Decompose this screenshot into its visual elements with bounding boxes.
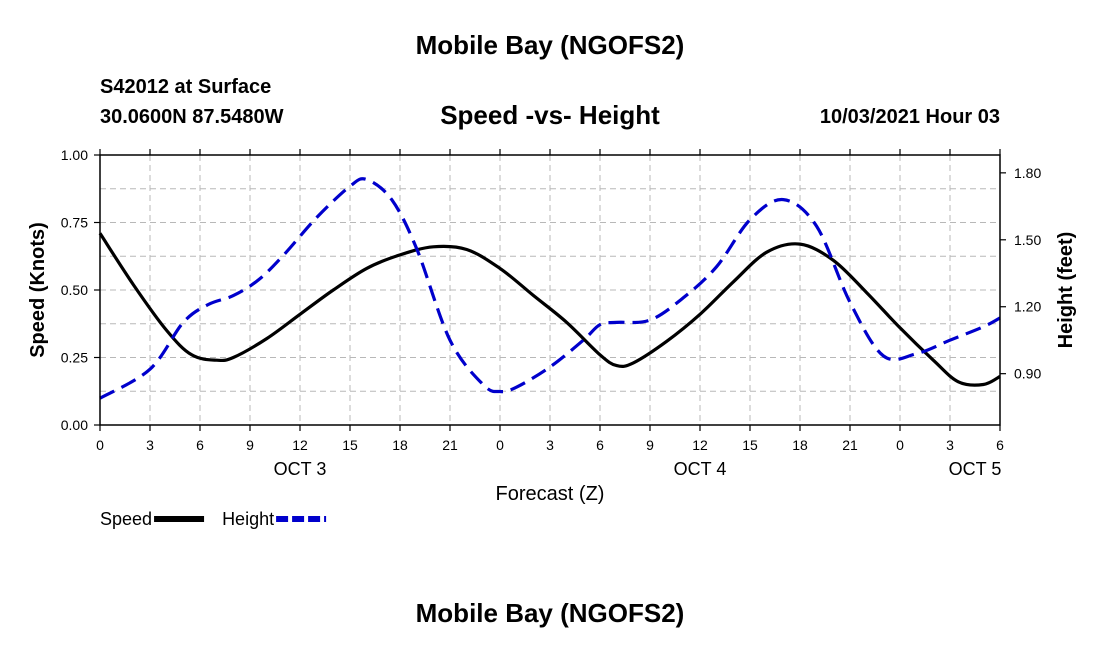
y-left-tick-label: 0.25 [61, 350, 88, 366]
series-line-speed [98, 232, 1001, 387]
x-tick-label: 12 [692, 437, 708, 453]
x-tick-label: 21 [442, 437, 458, 453]
legend-label-speed: Speed [100, 509, 152, 529]
x-tick-label: 9 [246, 437, 254, 453]
axis-ticks: 0 3 6 9 12 15 18 21 0 3 6 9 12 15 18 21 0 3 6 OCT 3 OCT 4 OCT… [61, 147, 1042, 479]
y-right-tick-label: 1.20 [1014, 299, 1041, 315]
x-tick-label: 18 [792, 437, 808, 453]
page-title: Mobile Bay (NGOFS2) [415, 30, 685, 60]
x-tick-label: 15 [742, 437, 758, 453]
day-label: OCT 4 [674, 459, 727, 479]
chart-title: Speed -vs- Height [440, 100, 660, 130]
y-left-tick-label: 0.00 [61, 417, 88, 433]
x-tick-label: 15 [342, 437, 358, 453]
x-tick-label: 0 [896, 437, 904, 453]
x-tick-label: 21 [842, 437, 858, 453]
x-tick-label: 12 [292, 437, 308, 453]
series-line-height [99, 177, 1001, 400]
x-tick-label: 3 [546, 437, 554, 453]
forecast-datetime: 10/03/2021 Hour 03 [819, 106, 1000, 128]
x-tick-label: 0 [96, 437, 104, 453]
x-tick-label: 9 [646, 437, 654, 453]
y-right-tick-label: 0.90 [1014, 366, 1041, 382]
y-right-tick-label: 1.50 [1014, 232, 1041, 248]
x-tick-label: 6 [996, 437, 1004, 453]
y-axis-left-title: Speed (Knots) [27, 222, 49, 358]
y-right-tick-label: 1.80 [1014, 165, 1041, 181]
y-left-tick-label: 0.75 [61, 215, 88, 231]
series-lines [98, 177, 1001, 400]
y-axis-right-title: Height (feet) [1055, 232, 1077, 349]
x-axis-title: Forecast (Z) [496, 483, 605, 505]
legend: Speed Height [100, 509, 327, 529]
x-tick-label: 6 [196, 437, 204, 453]
coordinates-label: 30.0600N 87.5480W [100, 106, 284, 128]
x-tick-label: 3 [146, 437, 154, 453]
x-tick-label: 18 [392, 437, 408, 453]
x-tick-label: 3 [946, 437, 954, 453]
x-tick-label: 6 [596, 437, 604, 453]
y-left-tick-label: 1.00 [61, 147, 88, 163]
day-label: OCT 5 [949, 459, 1002, 479]
station-label: S42012 at Surface [100, 76, 272, 98]
legend-label-height: Height [222, 509, 274, 529]
footer-title: Mobile Bay (NGOFS2) [415, 598, 685, 628]
y-left-tick-label: 0.50 [61, 282, 88, 298]
x-tick-label: 0 [496, 437, 504, 453]
grid-lines [100, 155, 1000, 425]
day-label: OCT 3 [274, 459, 327, 479]
